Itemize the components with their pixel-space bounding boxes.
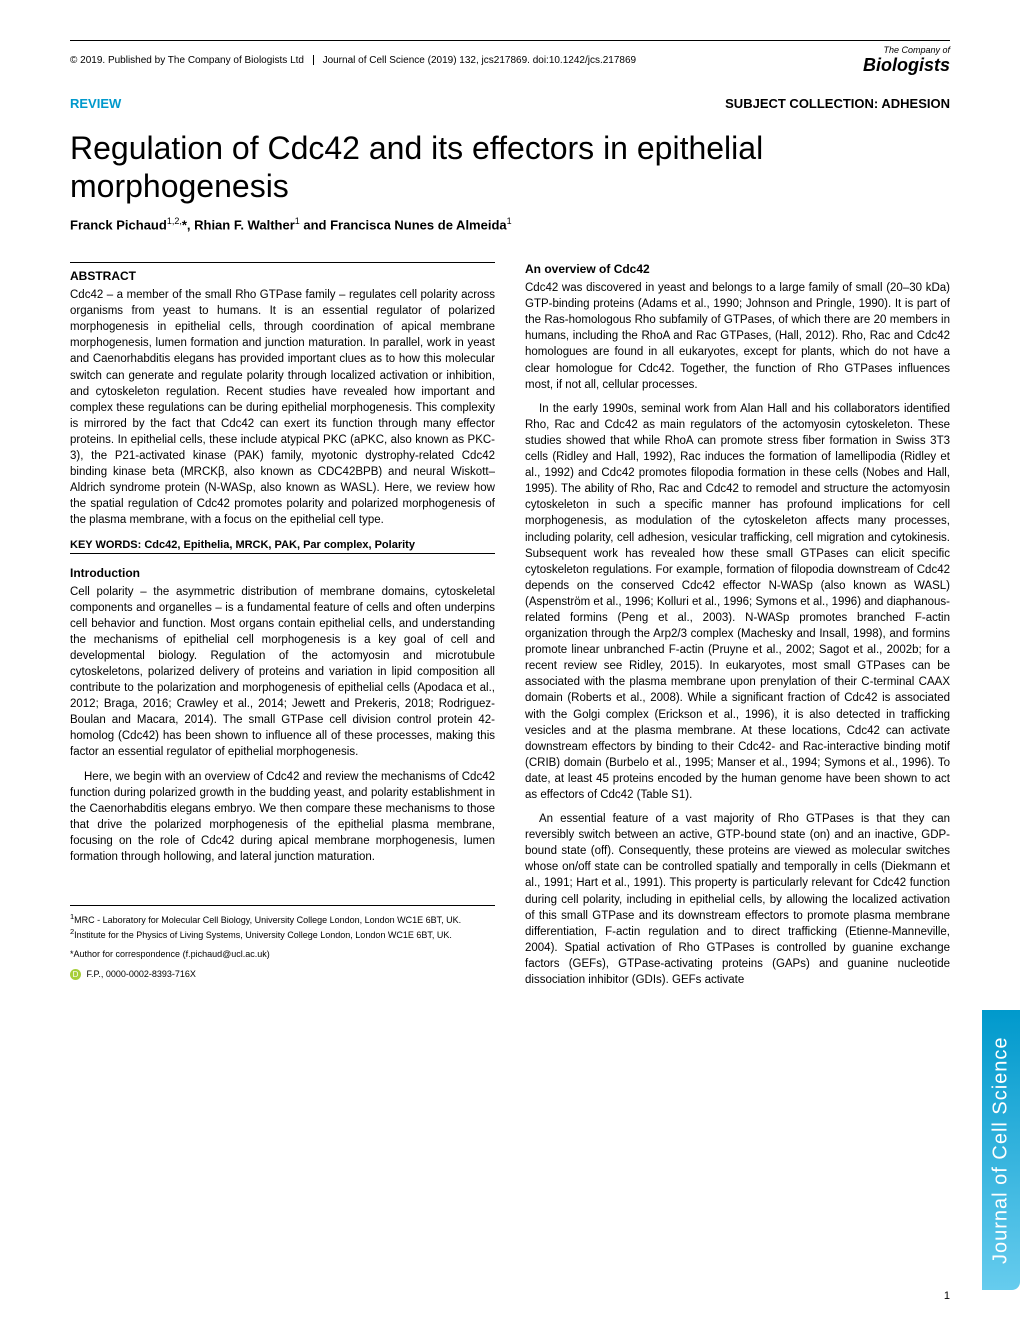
review-label: REVIEW	[70, 96, 121, 111]
affiliation-text: 1MRC - Laboratory for Molecular Cell Bio…	[70, 912, 495, 941]
overview-paragraph-2: In the early 1990s, seminal work from Al…	[525, 401, 950, 803]
logo-prefix: The Company of	[863, 45, 950, 55]
affiliations: 1MRC - Laboratory for Molecular Cell Bio…	[70, 905, 495, 981]
abstract-text: Cdc42 – a member of the small Rho GTPase…	[70, 287, 495, 528]
keywords: KEY WORDS: Cdc42, Epithelia, MRCK, PAK, …	[70, 539, 495, 551]
overview-heading: An overview of Cdc42	[525, 262, 950, 276]
orcid-line: D F.P., 0000-0002-8393-716X	[70, 969, 495, 981]
abstract-rule	[70, 262, 495, 263]
header-divider	[313, 55, 314, 65]
header-citation: © 2019. Published by The Company of Biol…	[70, 55, 636, 66]
intro-paragraph-2: Here, we begin with an overview of Cdc42…	[70, 769, 495, 866]
abstract-heading: ABSTRACT	[70, 269, 495, 283]
article-title: Regulation of Cdc42 and its effectors in…	[70, 129, 950, 206]
orcid-text: F.P., 0000-0002-8393-716X	[87, 969, 196, 979]
orcid-icon: D	[70, 969, 81, 980]
header-bar: © 2019. Published by The Company of Biol…	[70, 45, 950, 76]
correspondence: *Author for correspondence (f.pichaud@uc…	[70, 949, 495, 961]
subject-collection-label: SUBJECT COLLECTION: ADHESION	[725, 96, 950, 111]
introduction-heading: Introduction	[70, 566, 495, 580]
journal-citation: Journal of Cell Science (2019) 132, jcs2…	[323, 55, 637, 66]
right-column: An overview of Cdc42 Cdc42 was discovere…	[525, 262, 950, 996]
content-columns: ABSTRACT Cdc42 – a member of the small R…	[70, 262, 950, 996]
page-number: 1	[944, 1290, 950, 1302]
overview-paragraph-3: An essential feature of a vast majority …	[525, 811, 950, 988]
header-rule	[70, 40, 950, 41]
overview-paragraph-1: Cdc42 was discovered in yeast and belong…	[525, 280, 950, 393]
article-type-row: REVIEW SUBJECT COLLECTION: ADHESION	[70, 96, 950, 111]
intro-paragraph-1: Cell polarity – the asymmetric distribut…	[70, 584, 495, 761]
journal-side-tab: Journal of Cell Science	[982, 1010, 1020, 1290]
left-column: ABSTRACT Cdc42 – a member of the small R…	[70, 262, 495, 996]
keywords-rule	[70, 553, 495, 554]
logo-main: Biologists	[863, 55, 950, 76]
author-list: Franck Pichaud1,2,*, Rhian F. Walther1 a…	[70, 216, 950, 232]
publisher-logo: The Company of Biologists	[863, 45, 950, 76]
copyright-text: © 2019. Published by The Company of Biol…	[70, 55, 304, 66]
